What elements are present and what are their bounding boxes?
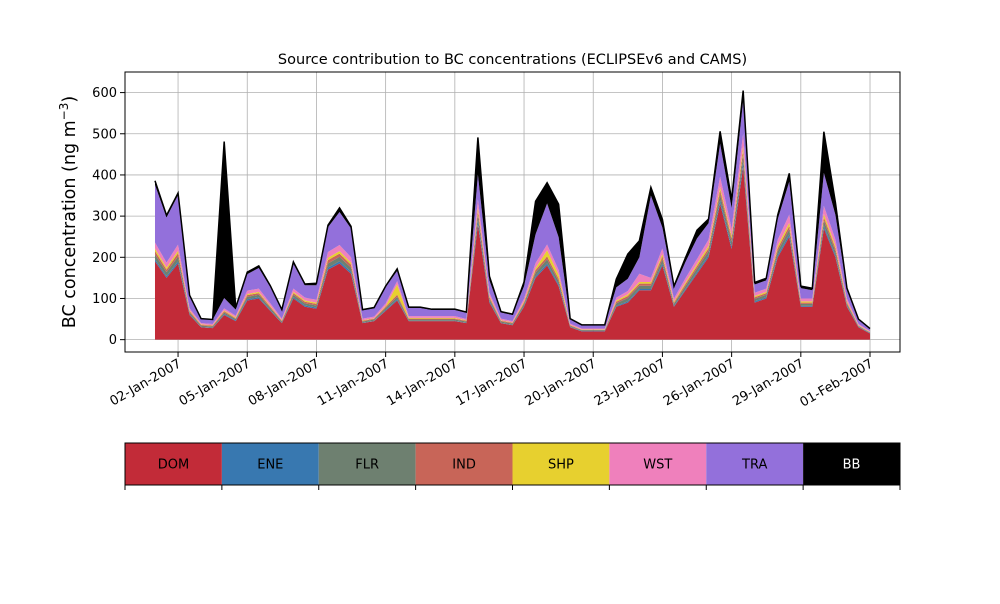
x-tick-label-8: 26-Jan-2007 xyxy=(661,356,738,409)
legend-colorbar: DOM ENE FLR IND SHP WST TRA BB xyxy=(124,442,901,490)
legend-label-dom: DOM xyxy=(158,458,189,473)
x-axis: 02-Jan-200705-Jan-200708-Jan-200711-Jan-… xyxy=(107,352,876,410)
y-tick-label-1: 100 xyxy=(92,292,117,307)
x-tick-label-2: 08-Jan-2007 xyxy=(246,356,323,409)
x-tick-label-5: 17-Jan-2007 xyxy=(453,356,530,409)
total-line xyxy=(154,90,871,330)
x-tick-label-0: 02-Jan-2007 xyxy=(107,356,184,409)
chart-title: Source contribution to BC concentrations… xyxy=(278,52,747,68)
y-tick-label-6: 600 xyxy=(92,86,117,101)
legend-label-tra: TRA xyxy=(741,458,767,473)
x-tick-label-6: 20-Jan-2007 xyxy=(523,356,600,409)
y-tick-label-0: 0 xyxy=(109,333,117,348)
y-tick-label-4: 400 xyxy=(92,168,117,183)
legend-label-ene: ENE xyxy=(257,458,283,473)
area-tra xyxy=(154,100,871,331)
x-tick-label-4: 14-Jan-2007 xyxy=(384,356,461,409)
y-axis-label-exponent: −3 xyxy=(57,103,71,121)
plot-frame xyxy=(124,71,901,353)
y-tick-label-2: 200 xyxy=(92,251,117,266)
legend-label-shp: SHP xyxy=(548,458,574,473)
x-tick-label-9: 29-Jan-2007 xyxy=(730,356,807,409)
grid xyxy=(125,72,900,352)
legend-label-flr: FLR xyxy=(355,458,379,473)
x-tick-label-1: 05-Jan-2007 xyxy=(177,356,254,409)
legend-swatch-tra xyxy=(706,443,804,485)
legend-label-bb: BB xyxy=(843,458,861,473)
y-axis-label: BC concentration (ng m−3) xyxy=(57,96,80,328)
legend-label-ind: IND xyxy=(452,458,476,473)
x-tick-label-7: 23-Jan-2007 xyxy=(592,356,669,409)
y-axis-label-close: ) xyxy=(60,96,80,103)
y-axis-label-main: BC concentration (ng m xyxy=(60,120,80,328)
legend-label-wst: WST xyxy=(643,458,672,473)
area-flr xyxy=(154,155,871,334)
legend-swatch-flr xyxy=(318,443,416,485)
stacked-areas xyxy=(154,90,871,340)
legend-swatch-dom xyxy=(125,443,222,485)
y-tick-label-5: 500 xyxy=(92,127,117,142)
x-tick-label-3: 11-Jan-2007 xyxy=(315,356,392,409)
area-dom xyxy=(154,166,871,340)
legend-swatch-shp xyxy=(512,443,610,485)
y-tick-label-3: 300 xyxy=(92,210,117,225)
y-axis: 0 100 200 300 400 500 600 xyxy=(92,86,125,348)
x-tick-label-10: 01-Feb-2007 xyxy=(797,356,876,410)
legend-swatch-wst xyxy=(609,443,707,485)
legend-swatch-ene xyxy=(221,443,319,485)
legend-swatch-bb xyxy=(803,443,900,485)
legend-swatch-ind xyxy=(415,443,513,485)
total-concentration-line xyxy=(154,90,871,330)
